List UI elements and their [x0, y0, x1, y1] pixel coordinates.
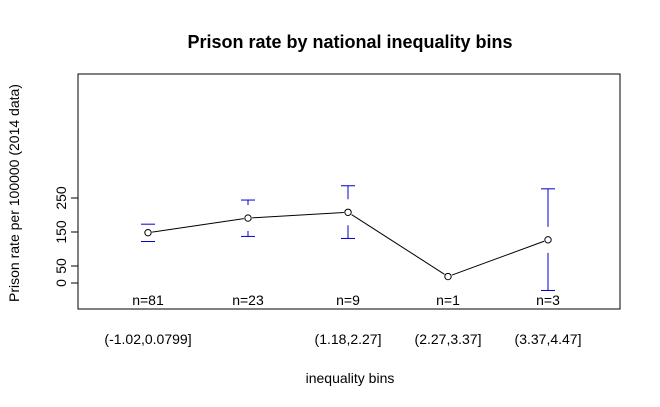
y-tick-label: 250 [53, 186, 69, 210]
n-label: n=81 [132, 292, 164, 308]
n-labels: n=81 n=23 n=9 n=1 n=3 [132, 292, 560, 308]
data-point [344, 208, 352, 216]
error-bar [341, 185, 355, 239]
series-segment [252, 212, 344, 219]
error-bar [141, 223, 155, 243]
x-tick-label: (3.37,4.47] [515, 331, 582, 347]
data-point [244, 214, 252, 222]
series-segment [351, 214, 445, 275]
data-point [544, 236, 552, 244]
data-point [444, 272, 452, 281]
plot-frame [77, 73, 621, 310]
x-tick-label: (-1.02,0.0799] [104, 331, 191, 347]
data-point [144, 228, 152, 237]
n-label: n=9 [336, 292, 360, 308]
error-bar [241, 199, 255, 237]
series-line [144, 208, 552, 281]
x-tick-label: (1.18,2.27] [315, 331, 382, 347]
n-label: n=3 [536, 292, 560, 308]
series-segment [152, 218, 244, 233]
y-tick-label: 0 [53, 279, 69, 287]
x-axis-label: inequality bins [306, 370, 395, 386]
y-axis-label: Prison rate per 100000 (2014 data) [6, 84, 22, 302]
y-axis: 0 50 150 250 [53, 186, 78, 287]
series-segment [451, 240, 545, 276]
error-bars [141, 185, 555, 291]
error-bar [541, 188, 555, 291]
chart-title: Prison rate by national inequality bins [187, 32, 512, 52]
y-tick-label: 50 [53, 258, 69, 274]
x-axis: (-1.02,0.0799] (1.18,2.27] (2.27,3.37] (3.3… [104, 331, 581, 347]
n-label: n=1 [436, 292, 460, 308]
y-tick-label: 150 [53, 220, 69, 244]
x-tick-label: (2.27,3.37] [415, 331, 482, 347]
n-label: n=23 [232, 292, 264, 308]
